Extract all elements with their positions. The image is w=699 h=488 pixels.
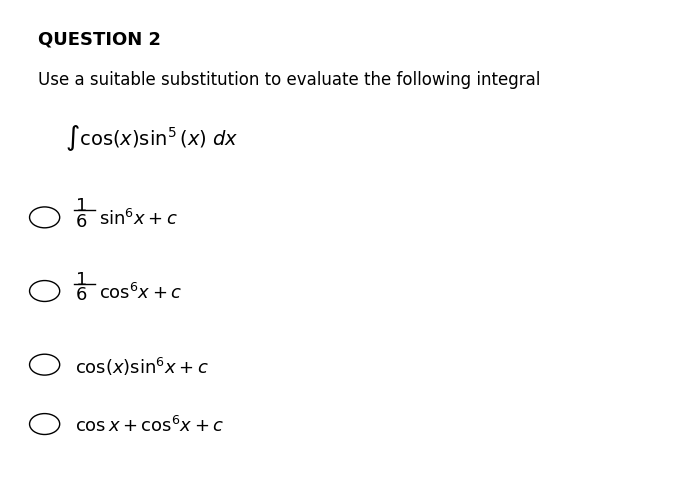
Text: $1$: $1$ — [75, 270, 87, 288]
Text: $\cos^6\!x + c$: $\cos^6\!x + c$ — [99, 283, 183, 303]
Text: $\sin^6\!x + c$: $\sin^6\!x + c$ — [99, 209, 178, 229]
Text: $\cos x + \cos^6\!x + c$: $\cos x + \cos^6\!x + c$ — [75, 415, 225, 435]
Text: QUESTION 2: QUESTION 2 — [38, 31, 161, 49]
Text: $\int \cos(x)\sin^5(x)\ dx$: $\int \cos(x)\sin^5(x)\ dx$ — [65, 123, 239, 153]
Text: $6$: $6$ — [75, 212, 87, 230]
Text: $\cos(x)\sin^6\!x + c$: $\cos(x)\sin^6\!x + c$ — [75, 355, 209, 378]
Text: Use a suitable substitution to evaluate the following integral: Use a suitable substitution to evaluate … — [38, 71, 540, 89]
Text: $6$: $6$ — [75, 286, 87, 304]
Text: $1$: $1$ — [75, 197, 87, 215]
